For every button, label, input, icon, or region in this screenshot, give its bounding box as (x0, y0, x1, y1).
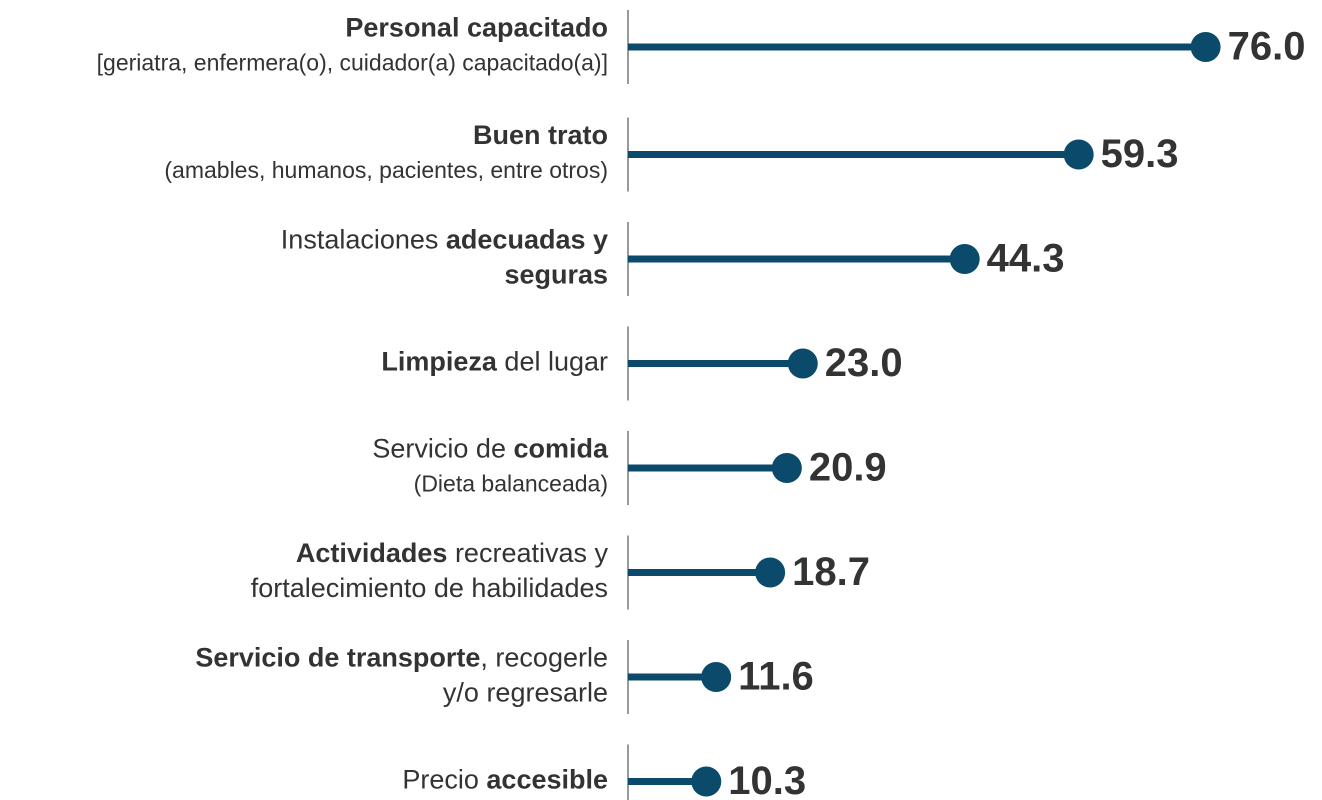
category-label: Servicio de comida (372, 434, 609, 464)
category-label: [geriatra, enfermera(o), cuidador(a) cap… (97, 50, 608, 76)
label-segment: adecuadas y (446, 225, 608, 255)
value-label: 76.0 (1228, 25, 1306, 69)
value-label: 59.3 (1101, 132, 1179, 176)
dot (755, 557, 786, 588)
dot (701, 662, 732, 692)
dot (949, 244, 980, 274)
label-segment: Precio (402, 765, 486, 795)
category-label: Buen trato (473, 120, 608, 150)
label-segment: comida (513, 434, 609, 464)
label-segment: (amables, humanos, pacientes, entre otro… (164, 157, 608, 183)
label-segment: y/o regresarle (443, 678, 608, 708)
dot (1063, 139, 1094, 170)
value-label: 10.3 (728, 759, 806, 800)
category-label: Limpieza del lugar (381, 347, 608, 377)
category-label: Instalaciones adecuadas y (281, 225, 608, 255)
category-label: Precio accesible (402, 765, 608, 795)
label-segment: fortalecimiento de habilidades (251, 573, 608, 603)
value-label: 11.6 (738, 655, 814, 699)
dot (771, 453, 802, 483)
dot (691, 766, 722, 797)
category-label: (Dieta balanceada) (414, 471, 608, 497)
dot (1190, 32, 1221, 62)
value-label: 20.9 (809, 446, 887, 490)
value-label: 23.0 (825, 341, 903, 385)
label-segment: Limpieza (381, 347, 498, 377)
label-segment: accesible (486, 765, 608, 795)
label-segment: Instalaciones (281, 225, 446, 255)
label-segment: , recogerle (480, 643, 608, 673)
label-segment: Buen trato (473, 120, 608, 150)
label-segment: Servicio de transporte (195, 643, 480, 673)
dot (787, 348, 818, 379)
label-segment: (Dieta balanceada) (414, 471, 608, 497)
label-segment: del lugar (497, 347, 608, 377)
category-label: Personal capacitado (345, 13, 608, 43)
category-label: Actividades recreativas y (296, 538, 609, 568)
label-segment: seguras (504, 260, 608, 290)
label-segment: Personal capacitado (345, 13, 608, 43)
category-label: fortalecimiento de habilidades (251, 573, 608, 603)
value-label: 44.3 (987, 237, 1065, 281)
category-label: y/o regresarle (443, 678, 608, 708)
label-segment: recreativas y (447, 538, 608, 568)
category-label: Servicio de transporte, recogerle (195, 643, 608, 673)
category-label: (amables, humanos, pacientes, entre otro… (164, 157, 608, 183)
label-segment: Actividades (296, 538, 448, 568)
category-label: seguras (504, 260, 608, 290)
value-label: 18.7 (792, 550, 870, 594)
label-segment: Servicio de (372, 434, 513, 464)
label-segment: [geriatra, enfermera(o), cuidador(a) cap… (97, 50, 608, 76)
